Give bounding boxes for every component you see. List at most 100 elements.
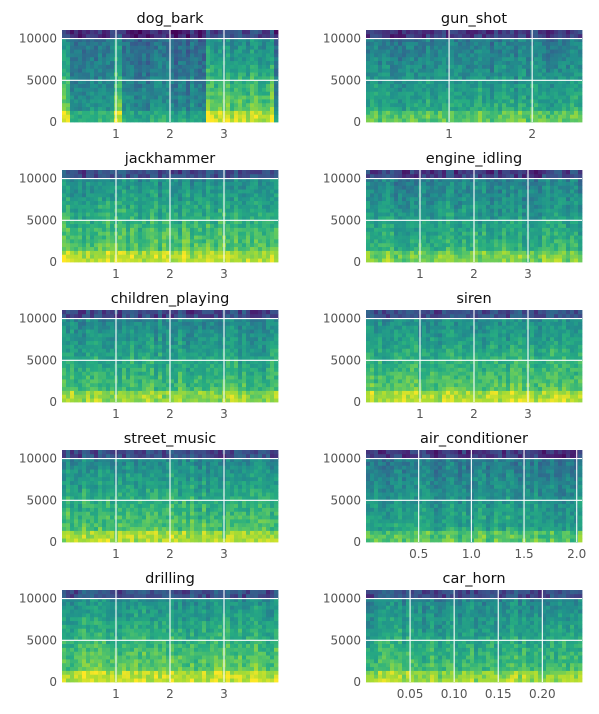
- heatmap-cell: [398, 33, 403, 39]
- heatmap-cell: [566, 68, 571, 73]
- heatmap-cell: [98, 114, 103, 119]
- heatmap-cell: [498, 102, 503, 108]
- heatmap-cell: [210, 37, 215, 42]
- heatmap-cell: [254, 246, 259, 251]
- heatmap-cell: [482, 30, 487, 35]
- heatmap-cell: [86, 91, 91, 96]
- heatmap-cell: [562, 83, 567, 88]
- heatmap-cell: [366, 60, 371, 65]
- heatmap-cell: [254, 239, 259, 244]
- heatmap-cell: [466, 60, 471, 65]
- heatmap-cell: [386, 200, 391, 205]
- heatmap-cell: [102, 87, 107, 92]
- heatmap-cell: [142, 99, 147, 104]
- heatmap-cell: [474, 193, 479, 198]
- heatmap-cell: [550, 87, 555, 92]
- heatmap-cell: [94, 106, 99, 111]
- heatmap-cell: [246, 106, 251, 111]
- heatmap-cell: [494, 45, 499, 50]
- heatmap-cell: [494, 235, 499, 240]
- heatmap-cell: [246, 45, 251, 50]
- heatmap-cell: [462, 204, 467, 209]
- heatmap-cell: [94, 254, 99, 259]
- heatmap-cell: [210, 79, 215, 85]
- heatmap-cell: [386, 33, 391, 39]
- heatmap-cell: [74, 204, 79, 209]
- heatmap-cell: [98, 239, 103, 244]
- heatmap-cell: [418, 49, 423, 54]
- heatmap-cell: [458, 41, 463, 46]
- heatmap-cell: [70, 235, 75, 240]
- heatmap-cell: [382, 219, 387, 225]
- heatmap-cell: [246, 37, 251, 42]
- heatmap-cell: [390, 189, 395, 194]
- heatmap-cell: [438, 250, 443, 255]
- heatmap-cell: [426, 170, 431, 175]
- heatmap-cell: [182, 99, 187, 104]
- heatmap-cell: [134, 200, 139, 205]
- heatmap-cell: [166, 41, 171, 46]
- heatmap-cell: [226, 95, 231, 100]
- heatmap-cell: [370, 33, 375, 39]
- heatmap-cell: [122, 250, 127, 255]
- heatmap-cell: [258, 91, 263, 96]
- heatmap-cell: [162, 239, 167, 244]
- heatmap-cell: [202, 181, 207, 186]
- heatmap-cell: [542, 258, 547, 263]
- heatmap-cell: [454, 181, 459, 186]
- heatmap-cell: [406, 223, 411, 228]
- heatmap-cell: [98, 185, 103, 190]
- heatmap-cell: [522, 102, 527, 108]
- heatmap-cell: [186, 91, 191, 96]
- heatmap-cell: [262, 208, 267, 213]
- heatmap-cell: [490, 196, 495, 202]
- heatmap-cell: [538, 219, 543, 225]
- heatmap-cell: [66, 60, 71, 65]
- heatmap-cell: [434, 193, 439, 198]
- heatmap-cell: [382, 250, 387, 255]
- heatmap-cell: [142, 95, 147, 100]
- heatmap-cell: [534, 56, 539, 62]
- heatmap-cell: [542, 216, 547, 221]
- heatmap-cell: [270, 196, 275, 202]
- heatmap-cell: [106, 72, 111, 77]
- heatmap-cell: [106, 231, 111, 236]
- heatmap-cell: [66, 212, 71, 217]
- heatmap-cell: [70, 223, 75, 228]
- heatmap-cell: [522, 72, 527, 77]
- heatmap-cell: [494, 68, 499, 73]
- heatmap-cell: [378, 56, 383, 62]
- heatmap-cell: [218, 41, 223, 46]
- heatmap-cell: [178, 30, 183, 35]
- heatmap-cell: [374, 242, 379, 248]
- heatmap-cell: [70, 250, 75, 255]
- heatmap-cell: [558, 41, 563, 46]
- heatmap-cell: [238, 235, 243, 240]
- heatmap-cell: [274, 60, 279, 65]
- heatmap-cell: [186, 200, 191, 205]
- heatmap-cell: [86, 246, 91, 251]
- heatmap-cell: [434, 173, 439, 179]
- heatmap-cell: [434, 64, 439, 69]
- heatmap-cell: [178, 72, 183, 77]
- heatmap-cell: [162, 189, 167, 194]
- heatmap-cell: [494, 170, 499, 175]
- heatmap-cell: [138, 231, 143, 236]
- heatmap-cell: [238, 30, 243, 35]
- heatmap-cell: [110, 53, 115, 58]
- heatmap-cell: [90, 242, 95, 248]
- heatmap-cell: [386, 49, 391, 54]
- heatmap-cell: [430, 246, 435, 251]
- heatmap-cell: [186, 41, 191, 46]
- heatmap-cell: [482, 45, 487, 50]
- heatmap-cell: [386, 204, 391, 209]
- heatmap-cell: [262, 204, 267, 209]
- heatmap-cell: [118, 110, 123, 115]
- heatmap-cell: [86, 37, 91, 42]
- heatmap-cell: [446, 30, 451, 35]
- heatmap-cell: [94, 181, 99, 186]
- heatmap-cell: [566, 49, 571, 54]
- heatmap-cell: [534, 33, 539, 39]
- heatmap-cell: [186, 189, 191, 194]
- heatmap-cell: [198, 212, 203, 217]
